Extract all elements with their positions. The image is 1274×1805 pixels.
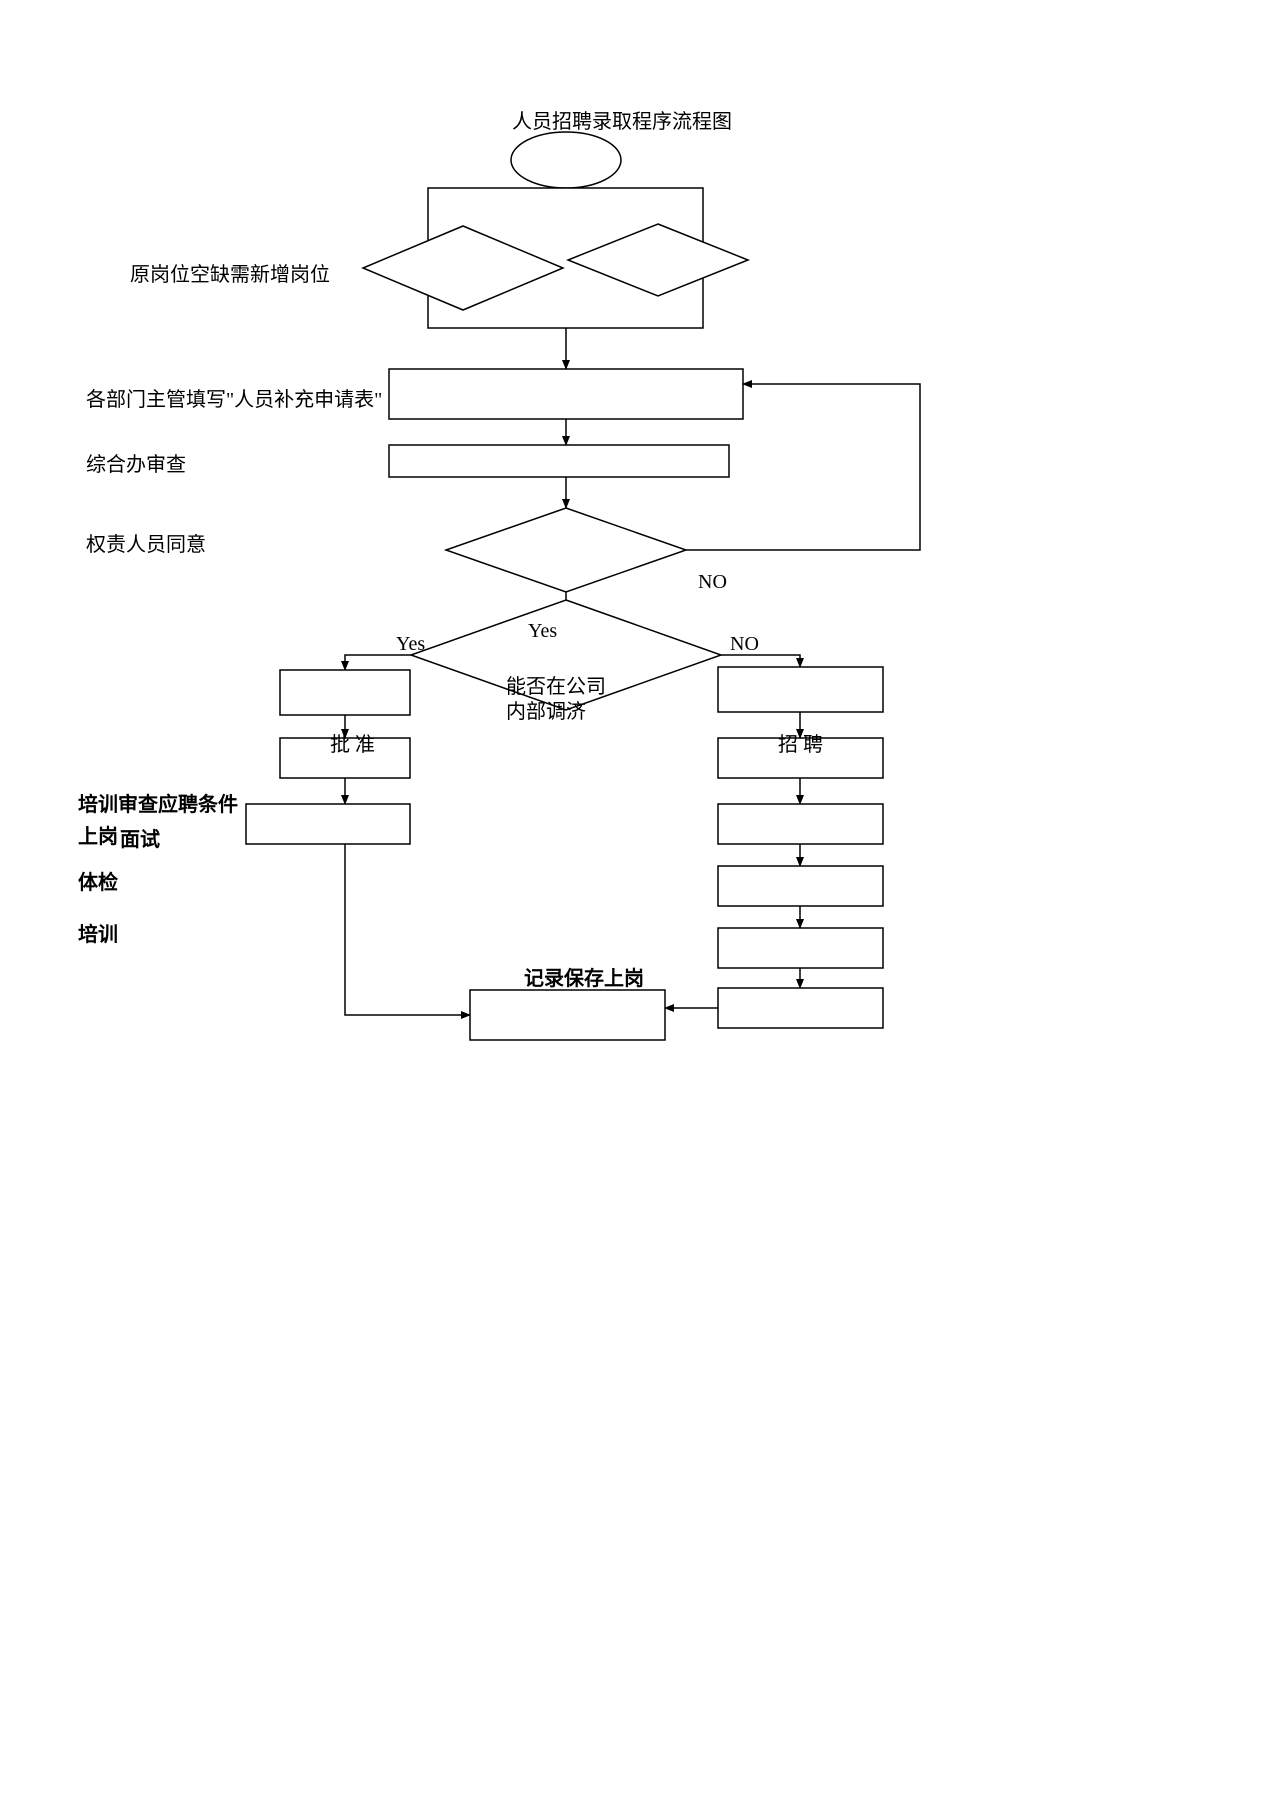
label-12: 面试 <box>120 823 160 852</box>
node-rect_R5 <box>718 928 883 968</box>
label-0: 人员招聘录取程序流程图 <box>512 105 732 134</box>
node-rect_apply <box>389 369 743 419</box>
label-2: 各部门主管填写"人员补充申请表" <box>86 383 382 412</box>
edge-15 <box>345 844 470 1015</box>
label-5: Yes <box>528 620 557 643</box>
label-9: 招 聘 <box>778 728 823 757</box>
label-4: 权责人员同意 <box>86 528 206 557</box>
node-start <box>511 132 621 188</box>
edge-label-4: NO <box>698 571 727 593</box>
label-10: 培训审查应聘条件 <box>78 788 238 817</box>
label-3: 综合办审查 <box>86 448 186 477</box>
edge-6 <box>721 655 800 667</box>
node-rect_R3 <box>718 804 883 844</box>
node-rect_L3 <box>246 804 410 844</box>
node-rect_R1 <box>718 667 883 712</box>
node-rect_R6 <box>718 988 883 1028</box>
label-11: 上岗 <box>78 820 118 849</box>
node-rect_R4 <box>718 866 883 906</box>
node-diamond_auth <box>446 508 686 592</box>
label-8: 批 准 <box>330 728 375 757</box>
label-1: 原岗位空缺需新增岗位 <box>130 258 330 287</box>
node-rect_review <box>389 445 729 477</box>
edge-label-6: NO <box>730 633 759 655</box>
label-7: 内部调济 <box>506 695 586 724</box>
node-rect_final <box>470 990 665 1040</box>
edge-5 <box>345 655 411 670</box>
label-15: 记录保存上岗 <box>524 962 644 991</box>
node-rect_L1 <box>280 670 410 715</box>
label-13: 体检 <box>78 866 118 895</box>
edge-label-5: Yes <box>396 633 425 655</box>
label-14: 培训 <box>78 918 118 947</box>
flowchart-canvas: NO Yes NO 人员招聘录取程序流程图原岗位空缺需新增岗位各部门主管填写"人员补… <box>0 0 1274 1805</box>
